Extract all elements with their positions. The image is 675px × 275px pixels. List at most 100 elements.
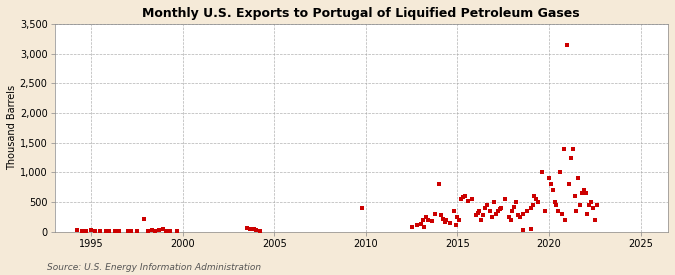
- Point: [80, 229, 91, 233]
- Point: [578, 188, 589, 192]
- Point: [476, 218, 487, 222]
- Point: [576, 191, 587, 196]
- Point: [496, 206, 507, 210]
- Point: [547, 188, 558, 192]
- Point: [245, 226, 256, 231]
- Point: [357, 206, 368, 210]
- Point: [491, 212, 502, 216]
- Point: [415, 222, 426, 226]
- Point: [445, 221, 456, 225]
- Point: [537, 170, 547, 175]
- Point: [472, 211, 483, 215]
- Point: [71, 228, 82, 233]
- Text: Source: U.S. Energy Information Administration: Source: U.S. Energy Information Administ…: [47, 263, 261, 272]
- Point: [518, 228, 529, 232]
- Point: [533, 200, 543, 204]
- Point: [549, 200, 560, 204]
- Point: [249, 227, 260, 231]
- Point: [157, 227, 168, 231]
- Point: [86, 228, 97, 232]
- Point: [101, 229, 111, 233]
- Point: [95, 229, 106, 233]
- Point: [466, 197, 477, 201]
- Point: [556, 212, 567, 216]
- Point: [494, 207, 505, 211]
- Point: [511, 200, 522, 204]
- Point: [553, 209, 564, 213]
- Point: [568, 147, 578, 151]
- Point: [573, 176, 584, 181]
- Point: [504, 215, 514, 219]
- Point: [406, 224, 417, 229]
- Point: [582, 212, 593, 216]
- Point: [460, 194, 470, 198]
- Point: [562, 42, 572, 47]
- Point: [427, 219, 437, 223]
- Point: [89, 229, 100, 233]
- Point: [439, 219, 450, 224]
- Point: [558, 147, 569, 151]
- Point: [139, 217, 150, 221]
- Point: [109, 229, 120, 233]
- Point: [540, 209, 551, 213]
- Point: [113, 229, 124, 233]
- Point: [492, 209, 503, 213]
- Point: [142, 229, 153, 233]
- Point: [421, 215, 432, 219]
- Point: [479, 206, 490, 210]
- Point: [505, 218, 516, 222]
- Point: [481, 203, 492, 207]
- Point: [525, 227, 536, 231]
- Point: [514, 215, 525, 219]
- Point: [574, 203, 585, 207]
- Point: [571, 209, 582, 213]
- Point: [126, 229, 137, 233]
- Point: [564, 182, 574, 186]
- Point: [580, 191, 591, 196]
- Point: [555, 170, 566, 175]
- Point: [458, 195, 468, 200]
- Point: [551, 203, 562, 207]
- Point: [423, 218, 433, 222]
- Point: [165, 229, 176, 233]
- Point: [122, 229, 133, 233]
- Point: [456, 197, 466, 201]
- Title: Monthly U.S. Exports to Portugal of Liquified Petroleum Gases: Monthly U.S. Exports to Portugal of Liqu…: [142, 7, 580, 20]
- Point: [430, 212, 441, 216]
- Point: [512, 213, 523, 218]
- Point: [132, 229, 142, 233]
- Point: [417, 218, 428, 222]
- Point: [509, 205, 520, 209]
- Point: [591, 203, 602, 207]
- Point: [507, 209, 518, 213]
- Point: [560, 218, 571, 222]
- Point: [545, 182, 556, 186]
- Point: [543, 176, 554, 181]
- Point: [470, 213, 481, 218]
- Point: [250, 228, 261, 232]
- Point: [489, 200, 500, 204]
- Point: [441, 218, 452, 222]
- Point: [587, 206, 598, 210]
- Point: [478, 213, 489, 218]
- Y-axis label: Thousand Barrels: Thousand Barrels: [7, 85, 17, 170]
- Point: [569, 194, 580, 198]
- Point: [146, 228, 157, 233]
- Point: [529, 194, 540, 198]
- Point: [437, 217, 448, 221]
- Point: [419, 225, 430, 229]
- Point: [150, 229, 161, 233]
- Point: [566, 155, 576, 160]
- Point: [448, 209, 459, 213]
- Point: [500, 197, 510, 201]
- Point: [434, 182, 445, 186]
- Point: [586, 200, 597, 204]
- Point: [487, 215, 497, 219]
- Point: [485, 209, 496, 213]
- Point: [463, 199, 474, 203]
- Point: [525, 206, 536, 210]
- Point: [242, 226, 252, 230]
- Point: [450, 222, 461, 227]
- Point: [589, 218, 600, 222]
- Point: [412, 223, 423, 227]
